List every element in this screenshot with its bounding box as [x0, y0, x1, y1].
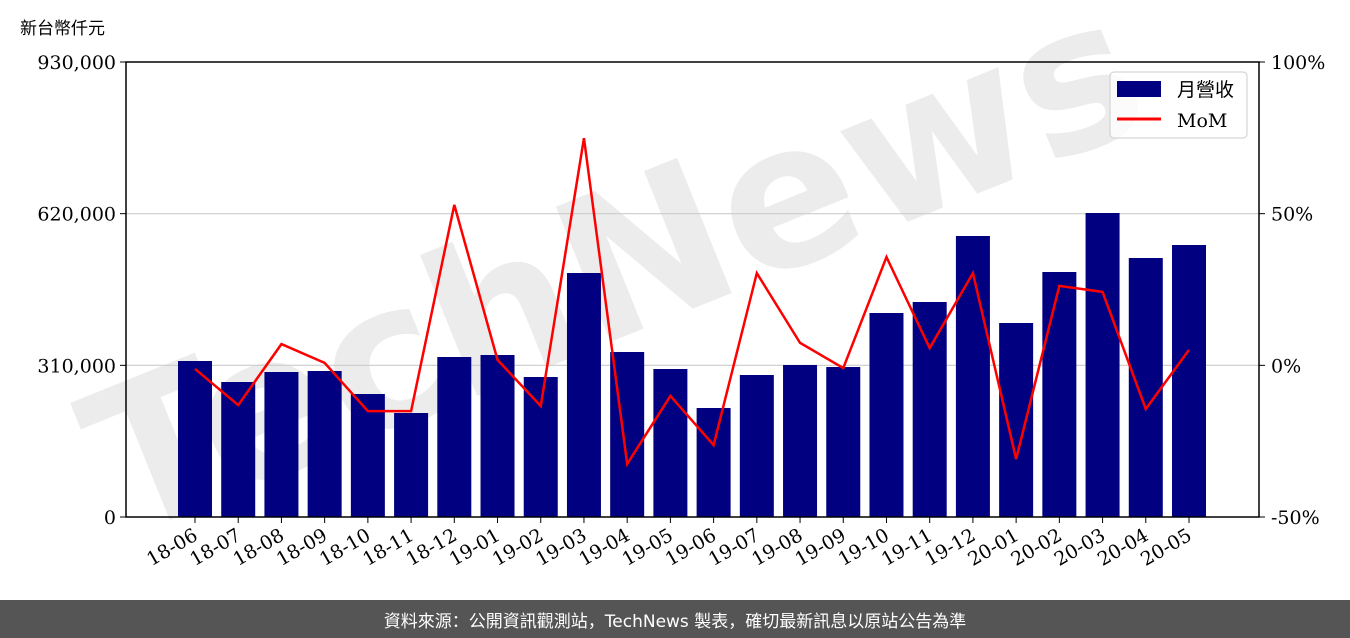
right-tick-label: 0%	[1271, 355, 1301, 377]
bar-20-04	[1128, 257, 1163, 517]
legend-label-mom: MoM	[1177, 110, 1227, 132]
mom-line	[194, 137, 1191, 468]
right-tick-label: 50%	[1271, 204, 1313, 226]
bar-19-03	[566, 273, 601, 517]
bar-19-08	[783, 365, 818, 517]
bar-20-05	[1172, 245, 1206, 518]
bar-19-12	[955, 235, 990, 518]
bar-18-11	[394, 413, 429, 517]
bar-18-09	[307, 370, 342, 517]
bar-20-03	[1085, 212, 1120, 517]
bar-19-09	[826, 367, 861, 517]
bar-18-12	[437, 356, 472, 517]
plot-frame	[125, 61, 1260, 518]
legend-swatch-bar	[1117, 81, 1161, 97]
right-tick-label: -50%	[1271, 507, 1320, 529]
legend-label-revenue: 月營收	[1177, 79, 1234, 101]
bar-19-06	[696, 408, 731, 517]
bar-19-07	[739, 374, 774, 517]
left-tick-label: 930,000	[37, 52, 116, 74]
bar-19-01	[480, 354, 515, 517]
bar-19-10	[869, 313, 904, 517]
bar-18-08	[264, 371, 299, 517]
bar-18-06	[178, 361, 212, 517]
left-tick-label: 620,000	[37, 204, 116, 226]
bar-19-05	[653, 369, 688, 517]
source-footer: 資料來源：公開資訊觀測站，TechNews 製表，確切最新訊息以原站公告為準	[0, 600, 1350, 638]
left-tick-label: 310,000	[37, 355, 116, 377]
bar-18-07	[221, 382, 256, 517]
revenue-chart: TechNews0310,000620,000930,000-50%0%50%1…	[37, 0, 1325, 583]
right-tick-label: 100%	[1271, 52, 1325, 74]
left-tick-label: 0	[104, 507, 116, 529]
x-tick-label: 20-05	[1137, 524, 1195, 570]
bar-18-10	[350, 393, 385, 517]
bar-19-11	[912, 301, 947, 517]
bar-20-02	[1042, 272, 1077, 517]
bar-19-02	[523, 376, 558, 517]
bar-20-01	[999, 323, 1034, 517]
y-axis-unit-label: 新台幣仟元	[20, 19, 105, 39]
